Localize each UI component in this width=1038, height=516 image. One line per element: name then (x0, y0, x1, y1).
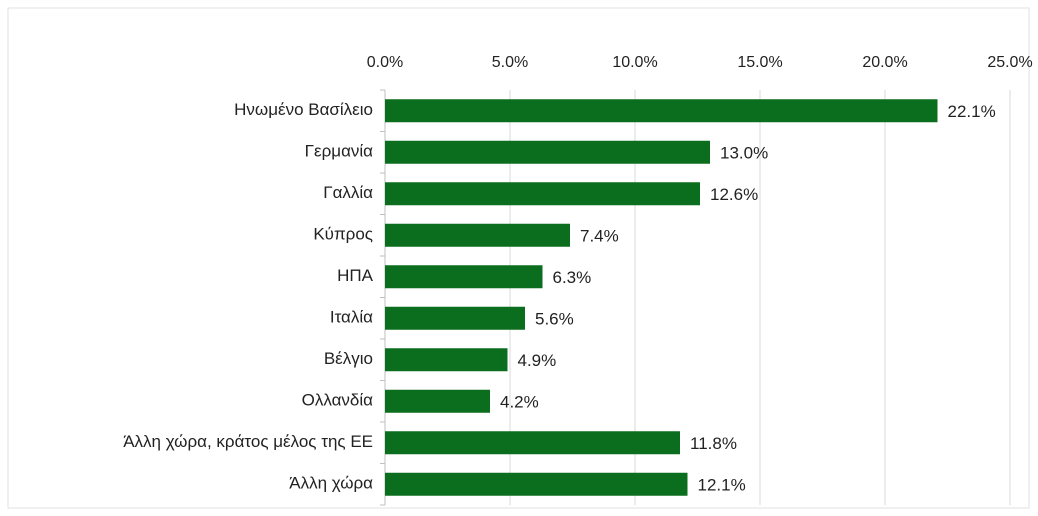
data-label: 4.2% (500, 393, 539, 412)
bar (385, 348, 508, 372)
y-tick-label: Άλλη χώρα (289, 474, 373, 493)
bar (385, 265, 543, 289)
y-tick-label: ΗΠΑ (337, 266, 374, 285)
x-tick-label: 15.0% (737, 54, 782, 71)
bar (385, 472, 688, 496)
bar (385, 99, 938, 123)
bar (385, 431, 680, 455)
data-label: 12.1% (698, 476, 746, 495)
x-tick-label: 25.0% (987, 54, 1032, 71)
bar (385, 140, 710, 164)
bar (385, 182, 700, 206)
x-tick-label: 5.0% (492, 54, 528, 71)
chart-frame (7, 7, 1030, 509)
y-tick-label: Ολλανδία (302, 391, 374, 410)
y-tick-label: Ηνωμένο Βασίλειο (234, 100, 373, 119)
bar (385, 223, 570, 247)
x-tick-label: 20.0% (862, 54, 907, 71)
data-label: 22.1% (948, 102, 996, 121)
data-label: 6.3% (553, 268, 592, 287)
x-tick-label: 0.0% (367, 54, 403, 71)
bar (385, 389, 490, 413)
y-tick-label: Γαλλία (323, 183, 373, 202)
data-label: 12.6% (710, 185, 758, 204)
y-tick-label: Βέλγιο (324, 349, 373, 368)
x-tick-label: 10.0% (612, 54, 657, 71)
y-tick-label: Άλλη χώρα, κράτος μέλος της ΕΕ (123, 432, 373, 451)
y-tick-label: Ιταλία (330, 308, 373, 327)
bar (385, 306, 525, 330)
data-label: 5.6% (535, 310, 574, 329)
y-tick-label: Γερμανία (305, 142, 374, 161)
data-label: 7.4% (580, 227, 619, 246)
data-label: 4.9% (518, 351, 557, 370)
data-label: 13.0% (720, 144, 768, 163)
y-tick-label: Κύπρος (313, 225, 373, 244)
data-label: 11.8% (690, 434, 737, 453)
